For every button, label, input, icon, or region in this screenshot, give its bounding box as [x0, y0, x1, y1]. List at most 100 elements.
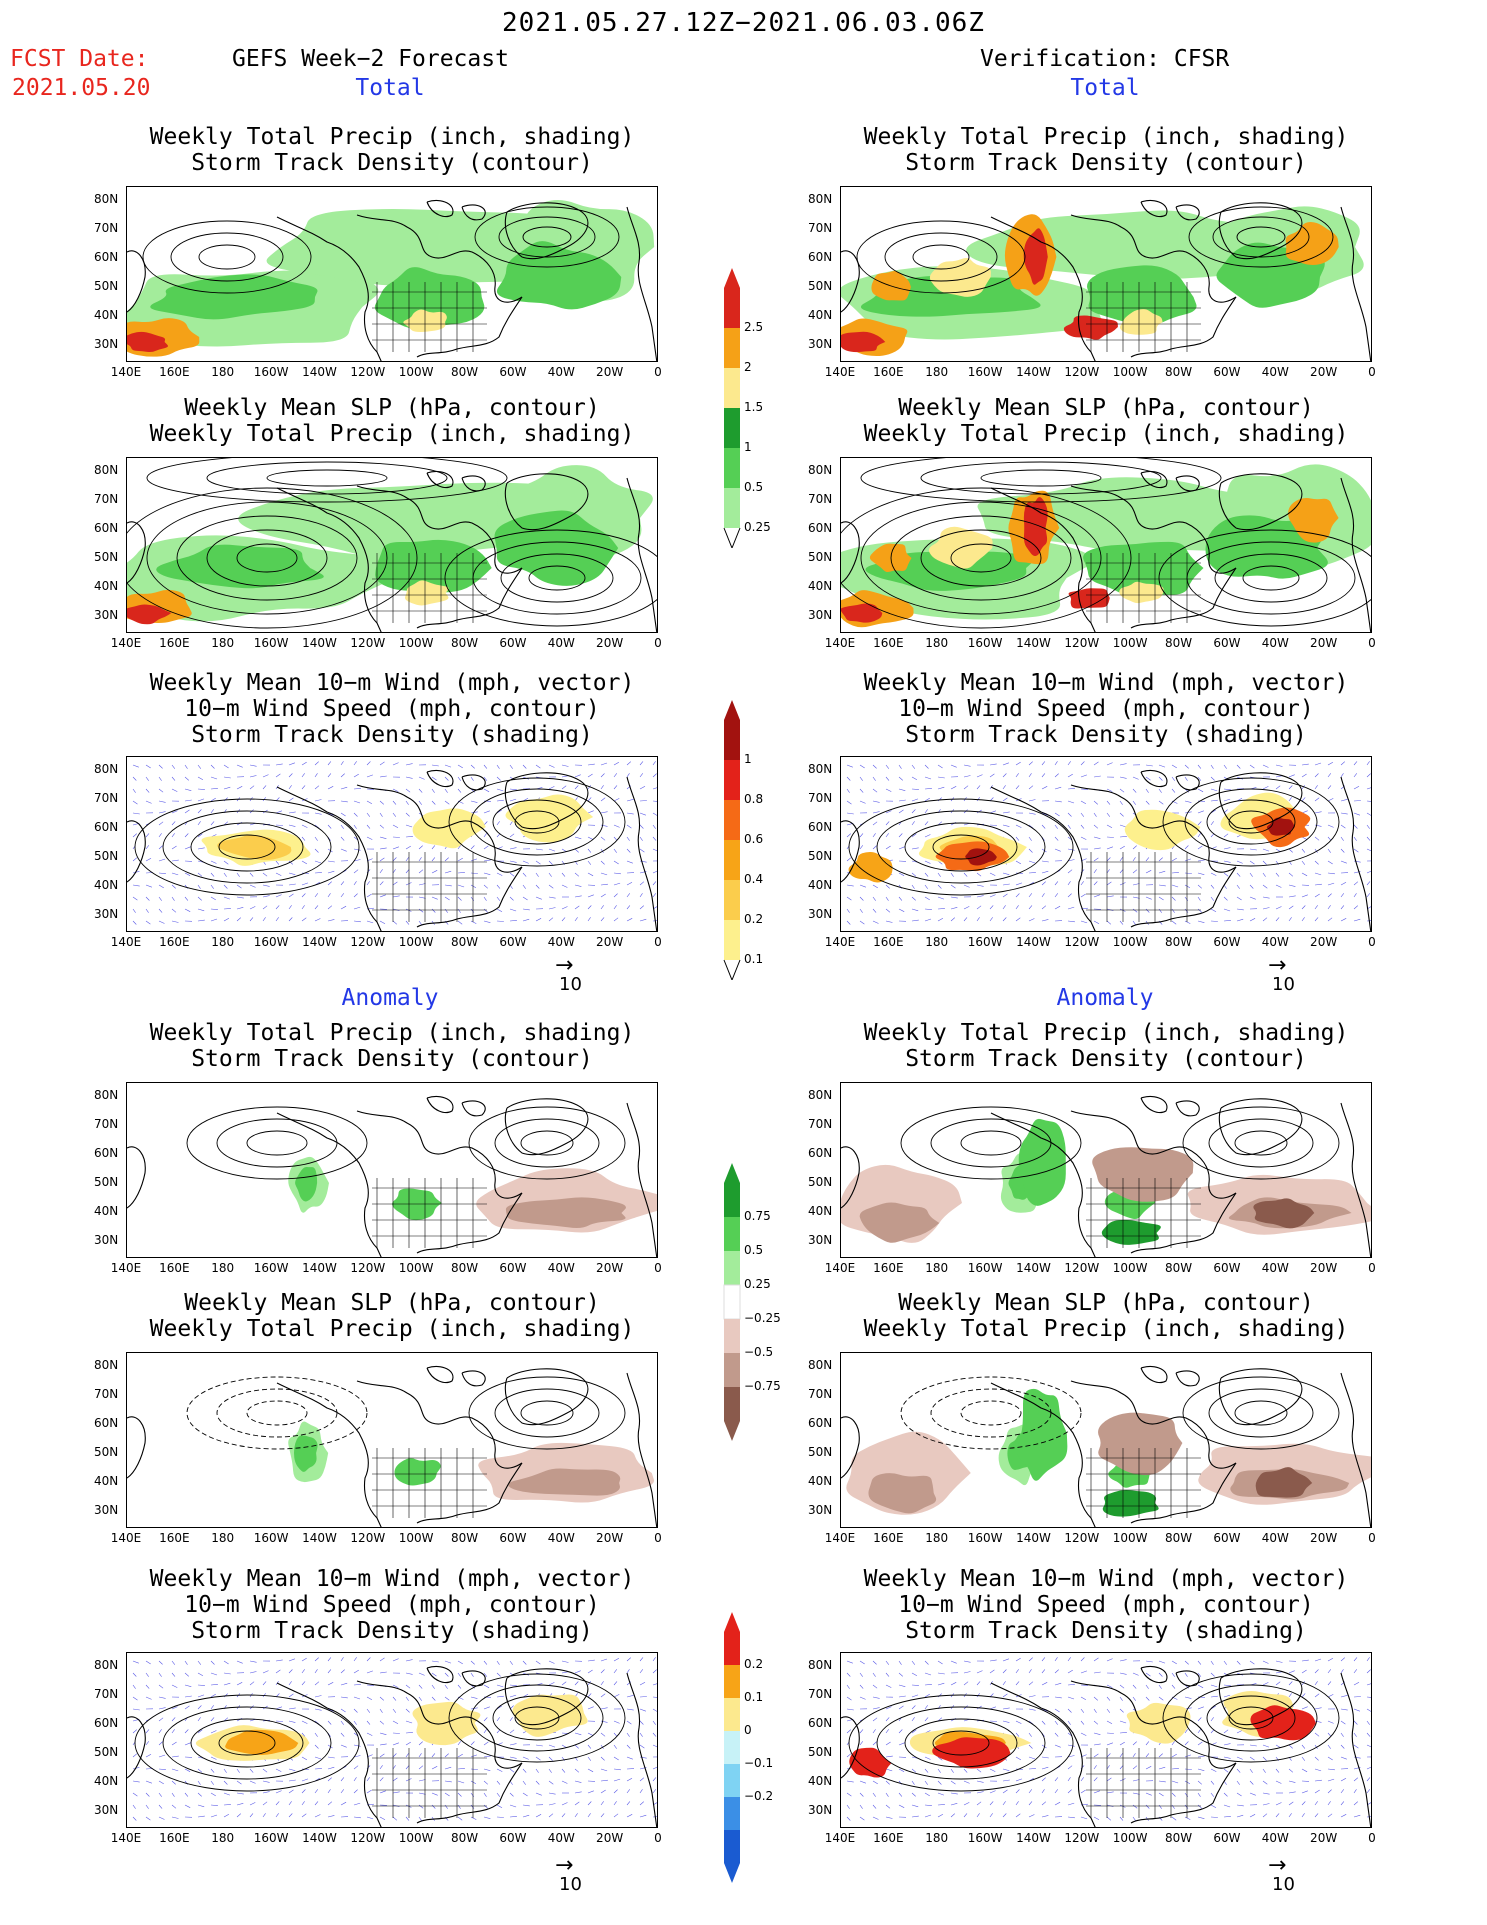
wind-vector — [846, 812, 854, 815]
lat-tick-label: 50N — [808, 550, 833, 564]
wind-vector — [613, 848, 617, 853]
coastline — [1130, 1462, 1237, 1524]
wind-vector — [1184, 1792, 1189, 1797]
wind-vector — [392, 836, 400, 838]
wind-vector — [976, 1801, 982, 1806]
wind-vector — [924, 896, 930, 901]
wind-vector — [405, 869, 410, 874]
wind-vector — [1262, 860, 1267, 865]
wind-vector — [522, 1780, 526, 1785]
lat-tick-label: 60N — [94, 1146, 119, 1160]
wind-vector — [911, 908, 919, 912]
wind-vector — [236, 786, 243, 790]
wind-vector — [639, 918, 647, 922]
wind-vector — [171, 872, 179, 876]
wind-vector — [314, 1768, 322, 1770]
wind-vector — [587, 872, 594, 877]
wind-vector — [639, 1720, 644, 1725]
colorbar-triangle — [724, 1863, 740, 1883]
wind-vector — [1002, 1779, 1010, 1782]
storm-density-shading — [505, 794, 594, 843]
wind-vector — [937, 1768, 941, 1773]
wind-vector — [937, 1717, 943, 1722]
wind-vector — [301, 785, 306, 790]
wind-vector — [1327, 785, 1332, 790]
wind-vector — [145, 1816, 151, 1821]
left-model-title: GEFS Week−2 Forecast — [232, 46, 509, 72]
wind-vector — [1210, 896, 1215, 901]
wind-vector — [1132, 920, 1136, 925]
lat-tick-label: 40N — [94, 878, 119, 892]
coastline — [461, 204, 486, 221]
wind-vector — [418, 1741, 423, 1746]
wind-vector — [963, 1802, 970, 1806]
wind-vector — [184, 1684, 192, 1687]
wind-vector — [1288, 1813, 1292, 1818]
wind-vector — [1249, 1756, 1255, 1761]
wind-vector — [1106, 1777, 1112, 1782]
wind-vector — [1171, 764, 1177, 769]
wind-vector — [1171, 896, 1176, 901]
wind-vector — [366, 1732, 373, 1736]
wind-vector — [509, 1743, 517, 1746]
coastline — [276, 1112, 382, 1257]
wind-vector — [353, 761, 357, 766]
wind-vector — [444, 896, 450, 901]
wind-vector — [1353, 1732, 1357, 1737]
wind-vector — [1054, 773, 1059, 778]
wind-vector — [301, 773, 305, 778]
map-panel-left-slp_precip — [126, 457, 658, 633]
wind-vector — [976, 1791, 984, 1794]
lat-tick-label: 30N — [94, 1803, 119, 1817]
wind-vector — [431, 1660, 439, 1663]
wind-vector — [535, 1780, 540, 1785]
wind-vector — [314, 799, 322, 802]
wind-vector — [626, 1695, 634, 1698]
wind-vector — [1041, 1777, 1046, 1782]
wind-vector — [924, 918, 932, 922]
wind-vector — [314, 1695, 322, 1698]
wind-vector — [353, 1720, 357, 1725]
wind-vector — [444, 1780, 452, 1783]
date-range-title: 2021.05.27.12Z−2021.06.03.06Z — [502, 8, 985, 38]
coastline — [1218, 202, 1303, 260]
map-panel-left-precip_storm — [126, 186, 658, 362]
wind-vector — [1340, 881, 1347, 886]
wind-vector — [937, 1813, 944, 1818]
lon-tick-label: 100W — [1112, 636, 1148, 650]
wind-vector — [587, 797, 592, 802]
wind-vector — [587, 1669, 593, 1674]
wind-vector — [600, 893, 606, 898]
wind-vector — [171, 833, 175, 838]
wind-vector — [1340, 1708, 1348, 1711]
wind-vector — [366, 1684, 374, 1686]
wind-vector — [1288, 1681, 1293, 1686]
wind-vector — [327, 1777, 332, 1782]
wind-vector — [184, 846, 191, 850]
wind-vector — [210, 1730, 217, 1734]
contour-line — [1182, 1106, 1340, 1180]
wind-vector — [872, 1717, 878, 1722]
wind-vector — [1145, 1753, 1150, 1758]
wind-vector — [236, 907, 244, 910]
wind-vector — [976, 895, 984, 898]
wind-vector — [613, 1681, 618, 1686]
wind-vector — [859, 1684, 864, 1689]
lat-tick-label: 70N — [94, 492, 119, 506]
wind-vector — [613, 905, 617, 910]
lon-tick-label: 20W — [596, 935, 624, 949]
wind-vector — [483, 810, 490, 814]
wind-vector — [989, 773, 995, 778]
wind-vector — [535, 860, 541, 865]
wind-vector — [353, 1669, 359, 1674]
lon-tick-label: 140W — [302, 1261, 337, 1275]
lon-tick-label: 180 — [925, 1831, 949, 1845]
wind-vector — [898, 1729, 903, 1734]
wind-vector — [483, 859, 491, 862]
lon-tick-label: 140E — [824, 1531, 856, 1545]
wind-vector — [496, 920, 504, 922]
wind-vector — [236, 1813, 242, 1818]
wind-vector — [509, 872, 515, 877]
wind-vector — [1275, 906, 1282, 910]
wind-vector — [898, 776, 904, 781]
